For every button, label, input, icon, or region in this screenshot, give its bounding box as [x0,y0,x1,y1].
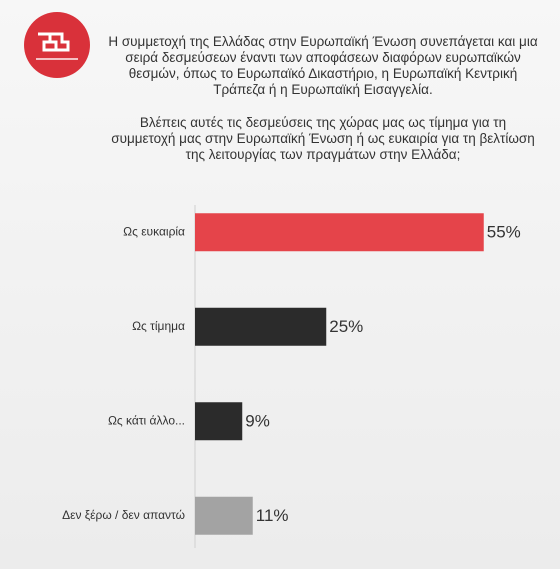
value-label: 9% [245,412,270,431]
category-label: Ως τίμημα [132,319,185,333]
value-label: 25% [329,317,363,336]
bar [195,402,243,441]
chart-title: Η συμμετοχή της Ελλάδας στην Ευρωπαϊκή Έ… [108,34,538,97]
category-label: Ως ευκαιρία [123,224,185,238]
value-label: 55% [487,223,521,242]
value-label: 11% [256,506,289,525]
category-label: Δεν ξέρω / δεν απαντώ [62,508,185,522]
logo [24,12,90,78]
chart-subtitle: Βλέπεις αυτές τις δεσμεύσεις της χώρας μ… [111,115,535,162]
bar [195,496,253,535]
category-label: Ως κάτι άλλο... [108,413,185,427]
bar [195,307,327,346]
bar [195,213,484,252]
